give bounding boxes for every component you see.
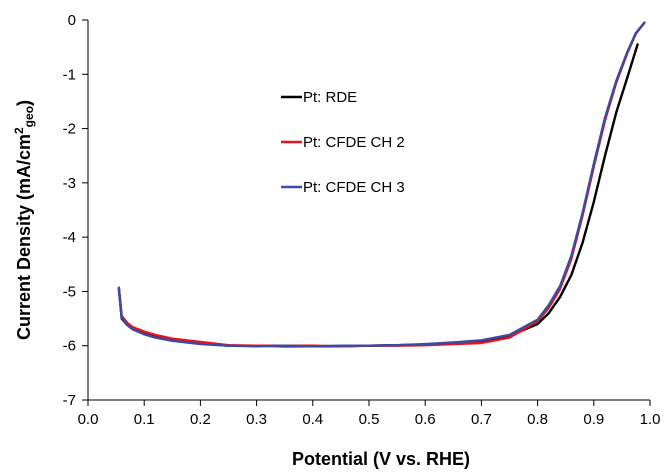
- y-axis-title-sup: 2: [12, 127, 26, 134]
- x-tick-label: 0.9: [583, 411, 604, 428]
- series-lines: [117, 21, 646, 348]
- x-tick-label: 0.5: [359, 411, 380, 428]
- x-tick-label: 0.1: [134, 411, 155, 428]
- x-tick-label: 0.4: [302, 411, 323, 428]
- y-tick-label: -2: [63, 121, 76, 138]
- series-line-3: [117, 21, 646, 348]
- y-axis-title: Current Density (mA/cm2geo): [12, 100, 36, 340]
- x-tick-label: 0.7: [471, 411, 492, 428]
- legend-label-1: Pt: RDE: [303, 89, 357, 106]
- y-tick-label: -7: [63, 392, 76, 409]
- x-tick-label: 0.6: [415, 411, 436, 428]
- y-tick-label: -5: [63, 283, 76, 300]
- y-tick-label: -4: [63, 229, 76, 246]
- y-tick-label: 0: [68, 12, 76, 29]
- x-tick-label: 1.0: [640, 411, 661, 428]
- y-tick-label: -6: [63, 338, 76, 355]
- x-ticks: 0.0 0.1 0.2 0.3 0.4 0.5 0.6 0.7 0.8 0.9 1.0: [78, 400, 661, 428]
- y-tick-label: -1: [63, 66, 76, 83]
- y-axis-title-close: ): [14, 100, 34, 106]
- y-axis-title-sub: geo: [22, 106, 36, 127]
- x-axis-title: Potential (V vs. RHE): [292, 449, 470, 469]
- x-tick-label: 0.8: [527, 411, 548, 428]
- legend-label-2: Pt: CFDE CH 2: [303, 134, 405, 151]
- y-axis-title-main: Current Density (mA/cm: [14, 134, 34, 340]
- x-tick-label: 0.3: [246, 411, 267, 428]
- x-tick-label: 0.2: [190, 411, 211, 428]
- legend-label-3: Pt: CFDE CH 3: [303, 179, 405, 196]
- axes: [87, 20, 650, 401]
- y-tick-label: -3: [63, 175, 76, 192]
- y-ticks: 0 -1 -2 -3 -4 -5 -6 -7: [63, 12, 88, 409]
- x-tick-label: 0.0: [78, 411, 99, 428]
- legend: Pt: RDE Pt: CFDE CH 2 Pt: CFDE CH 3: [281, 89, 405, 196]
